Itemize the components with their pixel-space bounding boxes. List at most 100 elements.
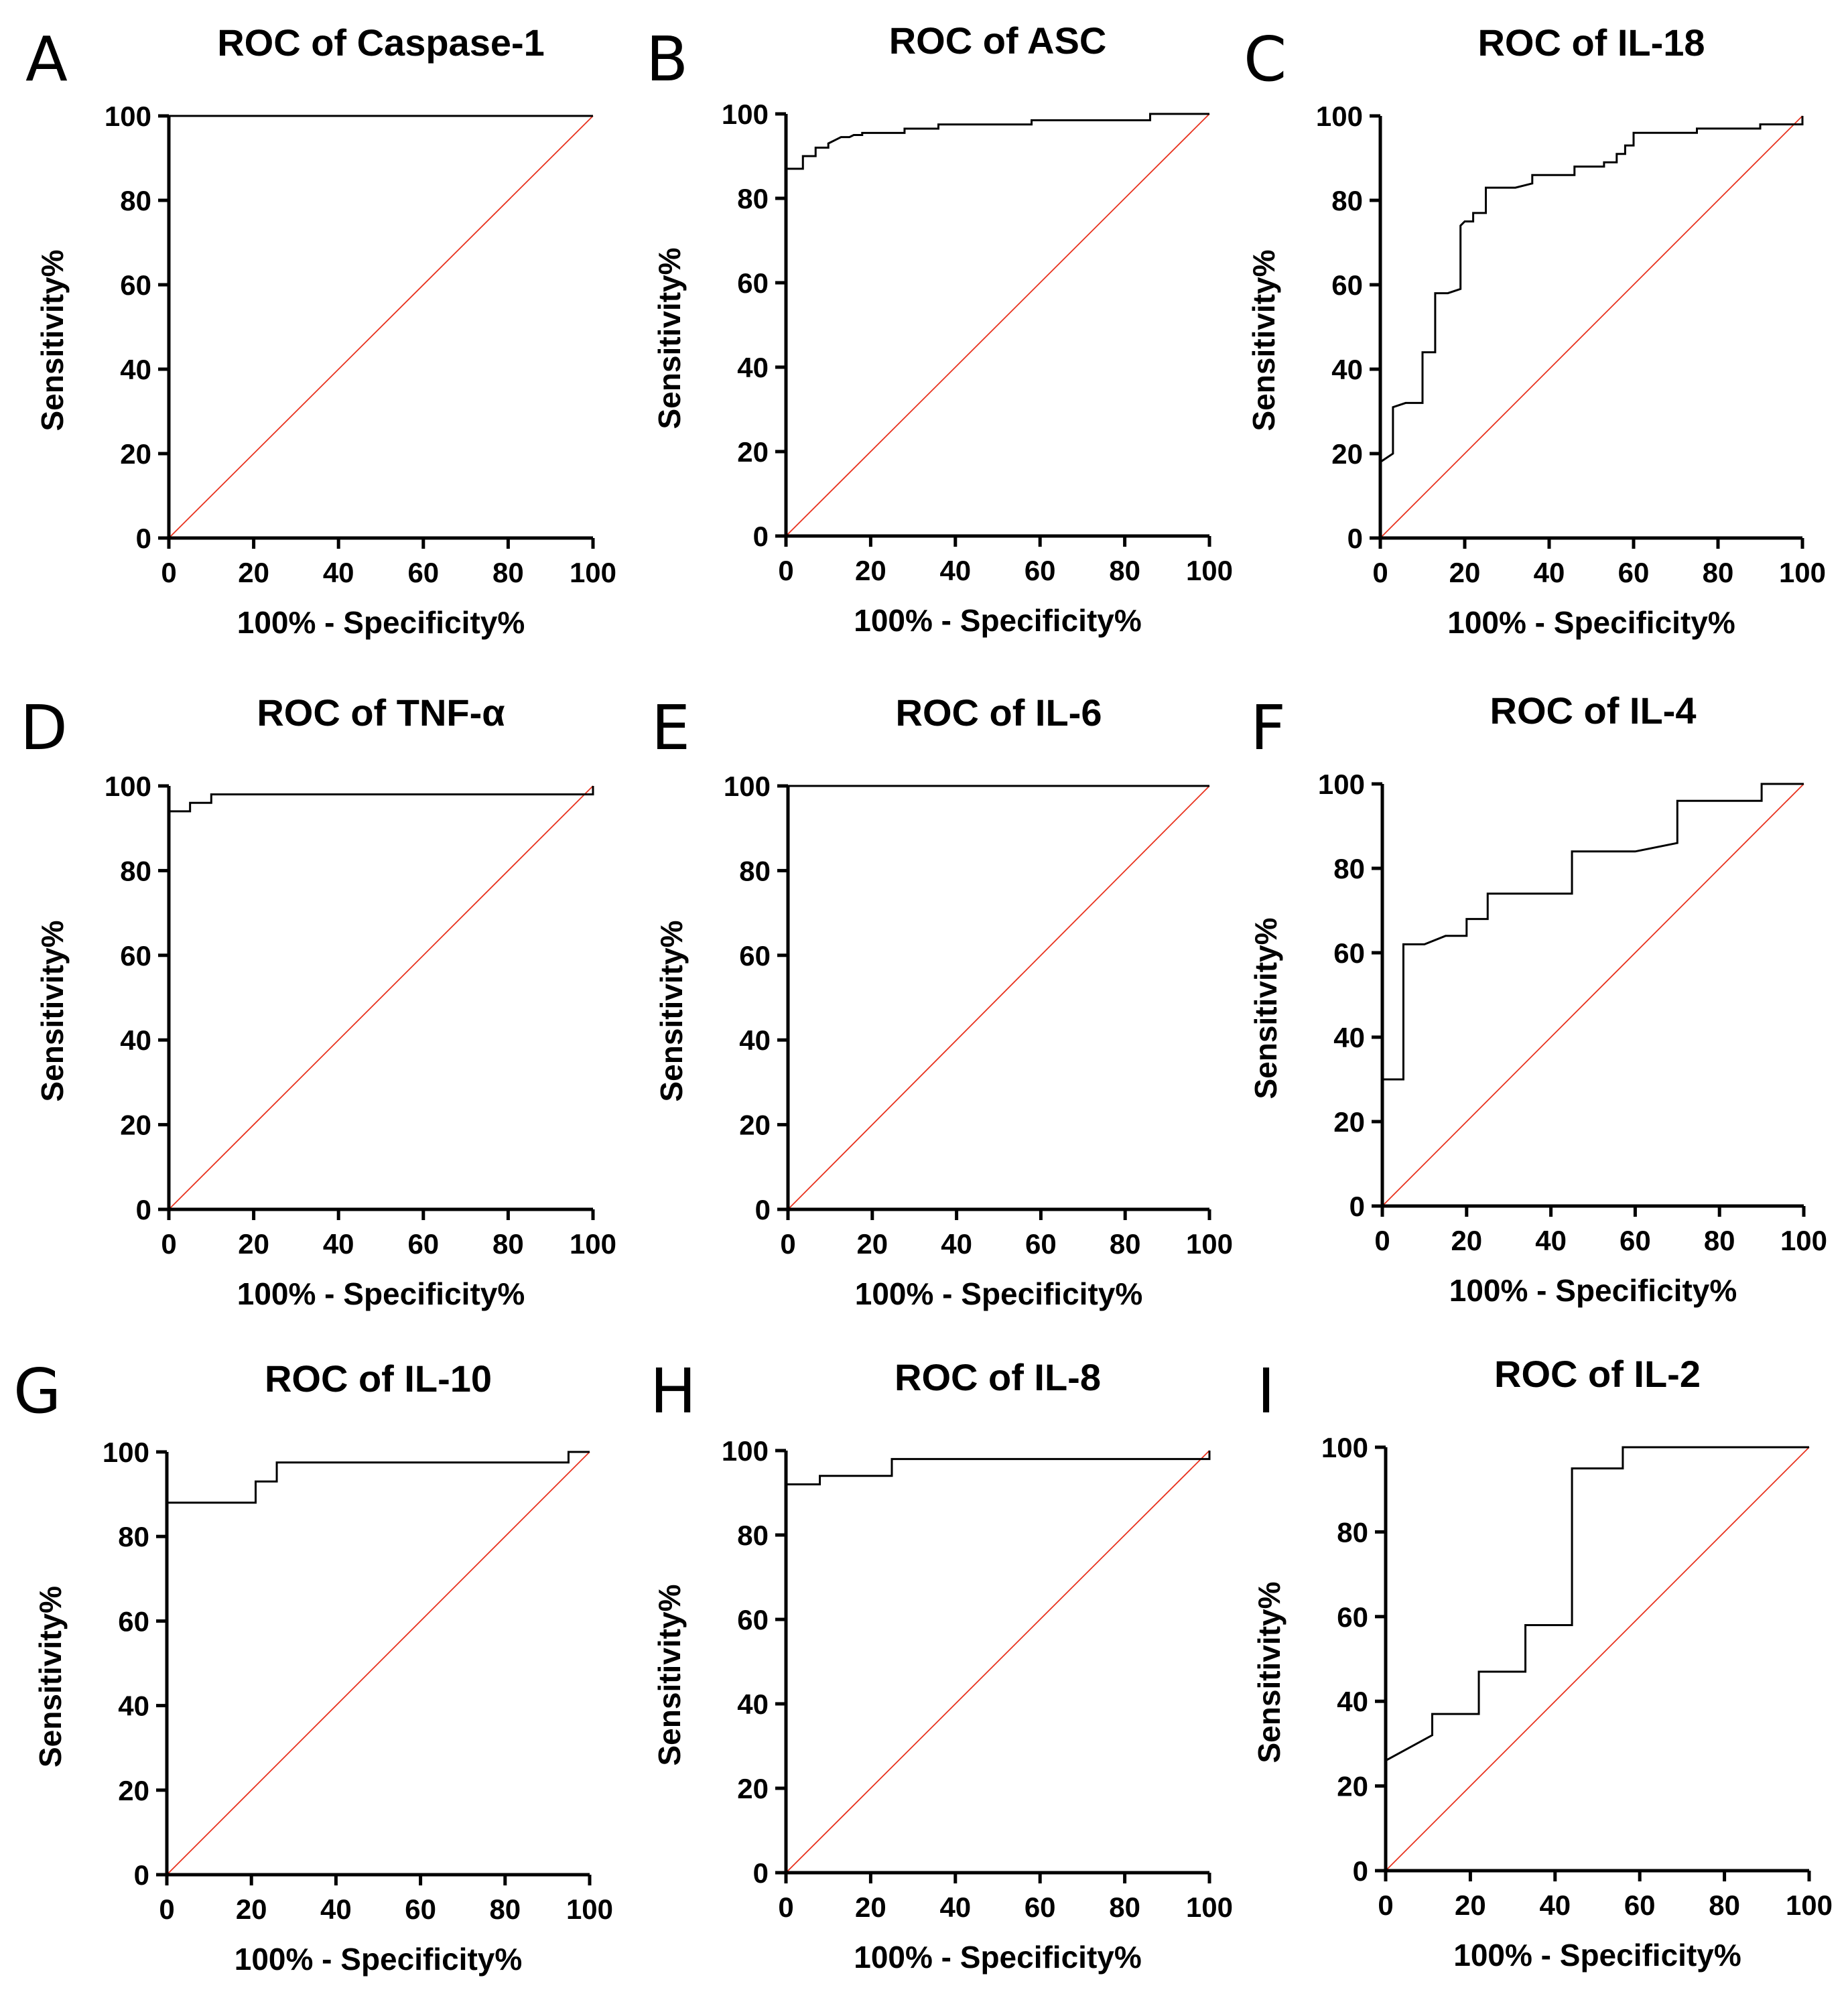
y-tick-label: 0 (136, 1194, 151, 1225)
x-tick-label: 80 (1709, 1889, 1740, 1921)
y-tick-label: 100 (1316, 101, 1363, 132)
x-tick-label: 100 (1779, 557, 1826, 588)
x-axis-label: 100% - Specificity% (854, 1940, 1142, 1975)
x-tick-label: 0 (161, 557, 176, 588)
y-tick-label: 80 (737, 1520, 769, 1551)
chart-panel-c: C ROC of IL-18 0 20 40 60 80 100 0 20 40 60 80 100 100… (1244, 21, 1826, 640)
chart-title: ROC of IL-2 (1494, 1353, 1701, 1395)
y-axis-label: Sensitivity% (652, 1585, 687, 1766)
y-tick-label: 0 (1347, 523, 1363, 554)
x-tick-label: 0 (1372, 557, 1388, 588)
reference-line (1382, 783, 1804, 1207)
panel-letter: H (650, 1355, 696, 1427)
x-tick-label: 20 (1455, 1889, 1486, 1921)
chart-panel-h: H ROC of IL-8 0 20 40 60 80 100 0 20 40 60 80 100 100%… (650, 1355, 1233, 1975)
y-axis-label: Sensitivity% (1246, 250, 1281, 431)
y-tick-label: 20 (737, 1773, 769, 1804)
y-tick-label: 100 (103, 1437, 149, 1468)
y-tick-label: 60 (739, 940, 771, 972)
x-tick-label: 0 (159, 1893, 174, 1925)
y-tick-label: 80 (739, 855, 771, 886)
y-tick-label: 80 (120, 185, 151, 216)
x-tick-label: 60 (1025, 1891, 1056, 1923)
y-axis-label: Sensitivity% (35, 250, 70, 431)
x-tick-label: 40 (1539, 1889, 1571, 1921)
y-tick-label: 20 (120, 1110, 151, 1141)
chart-title: ROC of IL-18 (1477, 21, 1705, 64)
y-tick-label: 20 (120, 438, 151, 470)
y-tick-label: 0 (1353, 1855, 1368, 1887)
roc-curve (1379, 116, 1804, 538)
x-tick-label: 80 (1703, 557, 1734, 588)
y-tick-label: 60 (1337, 1601, 1368, 1633)
x-tick-label: 100 (570, 1228, 616, 1260)
roc-curve (785, 113, 1209, 536)
y-tick-label: 40 (120, 354, 151, 385)
x-tick-label: 80 (492, 557, 524, 588)
x-axis-label: 100% - Specificity% (854, 603, 1142, 638)
x-tick-label: 60 (407, 1228, 439, 1260)
panel-letter: G (13, 1355, 61, 1427)
x-tick-label: 40 (939, 555, 971, 586)
reference-line (785, 1450, 1210, 1873)
y-tick-label: 0 (136, 523, 151, 554)
reference-line (166, 1451, 590, 1875)
y-tick-label: 0 (755, 1194, 771, 1225)
x-tick-label: 80 (492, 1228, 524, 1260)
roc-curve (785, 1451, 1211, 1873)
y-tick-label: 100 (1321, 1432, 1368, 1463)
roc-curve (166, 1451, 590, 1875)
x-tick-label: 100 (1786, 1889, 1833, 1921)
x-tick-label: 60 (1618, 557, 1650, 588)
y-tick-label: 40 (737, 1688, 769, 1720)
x-tick-label: 60 (1624, 1889, 1656, 1921)
chart-panel-d: D ROC of TNF-α 0 20 40 60 80 100 0 20 40 60 80 100 100… (20, 691, 616, 1311)
x-tick-label: 40 (939, 1891, 971, 1923)
x-tick-label: 20 (855, 555, 886, 586)
x-tick-label: 80 (489, 1893, 521, 1925)
chart-title: ROC of IL-10 (265, 1357, 492, 1400)
y-tick-label: 40 (1337, 1686, 1368, 1717)
x-tick-label: 40 (1535, 1225, 1567, 1256)
y-tick-label: 0 (1349, 1191, 1365, 1222)
y-tick-label: 0 (753, 1857, 769, 1889)
x-axis-label: 100% - Specificity% (1453, 1938, 1741, 1973)
x-tick-label: 0 (1378, 1889, 1393, 1921)
y-tick-label: 40 (1331, 354, 1363, 385)
chart-panel-f: F ROC of IL-4 0 20 40 60 80 100 0 20 40 60 80 100 100%… (1248, 689, 1827, 1308)
x-tick-label: 60 (1025, 1228, 1057, 1260)
reference-line (785, 113, 1210, 537)
y-axis-label: Sensitivity% (1252, 1582, 1286, 1763)
panel-letter: D (20, 692, 68, 764)
y-tick-label: 40 (118, 1690, 149, 1722)
y-tick-label: 80 (120, 855, 151, 886)
y-tick-label: 20 (118, 1775, 149, 1806)
chart-panel-b: B ROC of ASC 0 20 40 60 80 100 0 20 40 60 80 100 100% … (646, 19, 1233, 638)
x-axis-label: 100% - Specificity% (1447, 605, 1735, 640)
roc-curve (1381, 783, 1804, 1206)
x-tick-label: 40 (323, 1228, 354, 1260)
y-tick-label: 80 (737, 183, 769, 214)
x-tick-label: 20 (1451, 1225, 1482, 1256)
y-tick-label: 60 (1333, 937, 1365, 969)
y-tick-label: 40 (120, 1024, 151, 1056)
y-tick-label: 80 (1333, 853, 1365, 884)
x-tick-label: 80 (1109, 555, 1140, 586)
y-tick-label: 100 (105, 101, 151, 132)
x-tick-label: 0 (778, 1891, 793, 1923)
reference-line (168, 115, 594, 539)
chart-panel-a: A ROC of Caspase-1 0 20 40 60 80 100 0 20 40 60 80 10… (25, 21, 616, 640)
y-tick-label: 60 (737, 267, 769, 299)
y-tick-label: 60 (118, 1605, 149, 1637)
reference-line (1380, 115, 1803, 539)
panel-letter: B (646, 23, 688, 95)
y-tick-label: 20 (1333, 1106, 1365, 1138)
panel-letter: I (1257, 1355, 1275, 1427)
x-axis-label: 100% - Specificity% (237, 1276, 525, 1311)
panel-letter: E (651, 692, 690, 764)
x-tick-label: 60 (1025, 555, 1056, 586)
x-tick-label: 40 (1534, 557, 1565, 588)
x-tick-label: 0 (161, 1228, 176, 1260)
y-tick-label: 0 (134, 1859, 149, 1891)
y-axis-label: Sensitivity% (1248, 918, 1283, 1099)
